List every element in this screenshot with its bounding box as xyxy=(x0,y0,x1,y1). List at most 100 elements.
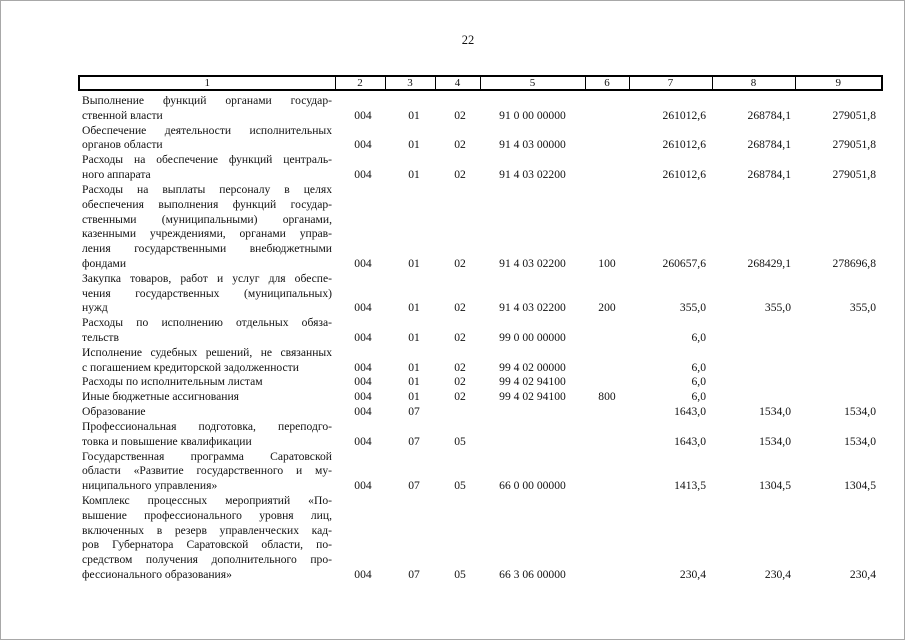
description-line: Обеспечение деятельности исполнительных xyxy=(82,123,332,137)
description-line: Расходы на обеспечение функций централь- xyxy=(82,153,332,167)
description-line: обеспечения выполнения функций государ- xyxy=(82,197,332,211)
row-cell: 02 xyxy=(454,301,466,315)
row-cell: 355,0 xyxy=(849,301,876,315)
row-cell xyxy=(585,494,629,583)
row-cell: 230,4 xyxy=(679,568,706,581)
description-line: Расходы по исполнительным листам xyxy=(82,375,263,389)
table-row: Расходы на обеспечение функций централь-… xyxy=(79,153,882,183)
column-header-7: 7 xyxy=(628,75,713,91)
row-cell xyxy=(795,346,882,376)
description-line: средством получения дополнительного про- xyxy=(82,553,332,567)
description-line: Расходы по исполнению отдельных обяза- xyxy=(82,316,332,330)
description-line: товка и повышение квалификации xyxy=(82,434,252,448)
budget-table: 1 2 3 4 5 6 7 8 9 Выполнение функций орг… xyxy=(78,75,883,583)
row-cell: 278696,8 xyxy=(832,256,876,270)
row-cell: 004 xyxy=(354,331,372,344)
row-cell: 1534,0 xyxy=(844,434,876,448)
description-line: тельств xyxy=(82,331,119,344)
row-cell: 004 xyxy=(354,568,372,581)
description-line: ления государственными внебюджетными xyxy=(82,242,332,256)
row-description: Расходы по исполнительным листам xyxy=(79,375,335,390)
row-cell: 02 xyxy=(454,375,466,389)
row-cell: 004 xyxy=(354,434,372,448)
row-cell: 004 xyxy=(354,405,372,419)
row-cell: 02 xyxy=(454,360,466,374)
row-cell: 05 xyxy=(454,434,466,448)
row-cell: 02 xyxy=(454,168,466,182)
row-cell: 01 xyxy=(408,360,420,374)
row-cell: 6,0 xyxy=(691,375,707,389)
row-cell: 004 xyxy=(354,390,372,404)
description-line: Иные бюджетные ассигнования xyxy=(82,390,239,404)
column-header-8: 8 xyxy=(711,75,796,91)
column-header-6: 6 xyxy=(584,75,630,91)
row-cell: 66 3 06 00000 xyxy=(499,568,566,581)
row-cell: 99 0 00 00000 xyxy=(499,331,566,344)
row-cell: 91 4 03 02200 xyxy=(499,256,566,270)
row-description: Расходы на обеспечение функций централь-… xyxy=(79,153,335,183)
page-number: 22 xyxy=(461,33,475,47)
row-cell xyxy=(795,375,882,390)
table-row: Профессиональная подготовка, переподго-т… xyxy=(79,420,882,450)
description-line: Расходы на выплаты персоналу в целях xyxy=(82,182,332,196)
description-line: фессионального образования» xyxy=(82,568,232,581)
row-cell: 02 xyxy=(454,390,466,404)
description-line: органов области xyxy=(82,138,163,152)
row-cell xyxy=(712,375,795,390)
row-cell: 05 xyxy=(454,479,466,493)
table-row: Расходы на выплаты персоналу в целях обес… xyxy=(79,183,882,272)
row-cell: 230,4 xyxy=(764,568,791,581)
row-cell: 004 xyxy=(354,168,372,182)
description-line: ственной власти xyxy=(82,108,163,122)
row-cell xyxy=(795,316,882,346)
row-cell: 01 xyxy=(408,256,420,270)
row-cell: 261012,6 xyxy=(662,138,706,152)
row-cell: 99 4 02 00000 xyxy=(499,360,566,374)
row-description: Исполнение судебных решений, не связанны… xyxy=(79,346,335,376)
row-cell xyxy=(435,405,480,420)
row-cell: 02 xyxy=(454,256,466,270)
row-cell: 268429,1 xyxy=(747,256,791,270)
row-cell xyxy=(585,153,629,183)
row-cell: 07 xyxy=(408,405,420,419)
row-cell xyxy=(712,390,795,405)
row-cell: 07 xyxy=(408,479,420,493)
row-cell: 1304,5 xyxy=(844,479,876,493)
description-line: вышение профессионального уровня лиц, xyxy=(82,508,332,522)
description-line: ного аппарата xyxy=(82,168,151,182)
table-row: Расходы по исполнению отдельных обяза-те… xyxy=(79,316,882,346)
row-cell: 91 4 03 02200 xyxy=(499,301,566,315)
table-row: Комплекс процессных мероприятий «По-выше… xyxy=(79,494,882,583)
row-cell: 6,0 xyxy=(691,331,707,344)
description-line: области «Развитие государственного и му- xyxy=(82,464,332,478)
row-cell xyxy=(585,375,629,390)
column-header-5: 5 xyxy=(479,75,586,91)
table-row: Исполнение судебных решений, не связанны… xyxy=(79,346,882,376)
description-line: ственными (муниципальными) органами, xyxy=(82,212,332,226)
column-header-1: 1 xyxy=(78,75,336,91)
row-cell: 004 xyxy=(354,375,372,389)
row-cell: 02 xyxy=(454,108,466,122)
row-cell: 01 xyxy=(408,108,420,122)
row-cell xyxy=(585,405,629,420)
row-cell: 279051,8 xyxy=(832,168,876,182)
row-cell: 66 0 00 00000 xyxy=(499,479,566,493)
row-cell xyxy=(585,420,629,450)
row-cell: 279051,8 xyxy=(832,138,876,152)
row-cell: 355,0 xyxy=(764,301,791,315)
description-line: Выполнение функций органами государ- xyxy=(82,94,332,107)
description-line: Образование xyxy=(82,405,146,419)
row-cell: 800 xyxy=(598,390,616,404)
row-cell: 07 xyxy=(408,568,420,581)
row-cell: 260657,6 xyxy=(662,256,706,270)
row-description: Государственная программа Саратовской обл… xyxy=(79,450,335,494)
row-cell: 6,0 xyxy=(691,360,707,374)
row-cell: 91 4 03 02200 xyxy=(499,168,566,182)
table-row: Обеспечение деятельности исполнительных о… xyxy=(79,124,882,154)
row-cell: 1534,0 xyxy=(844,405,876,419)
column-header-3: 3 xyxy=(384,75,436,91)
row-cell: 01 xyxy=(408,168,420,182)
row-cell: 004 xyxy=(354,301,372,315)
row-description: Комплекс процессных мероприятий «По-выше… xyxy=(79,494,335,583)
